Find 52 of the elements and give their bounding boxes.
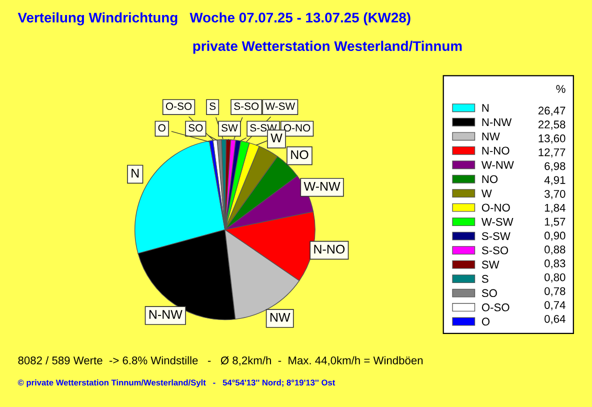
slice-label: O <box>158 124 166 132</box>
slice-label: SW <box>222 124 238 132</box>
legend-title: % <box>556 85 566 93</box>
legend-label: N <box>482 104 489 112</box>
slice-label: N-NO <box>314 244 345 254</box>
legend-label: W-SW <box>481 218 514 226</box>
legend-label: N-NW <box>482 118 512 126</box>
slice-label: N-NW <box>149 310 182 319</box>
data-label: 26,47 <box>538 106 566 116</box>
legend-label: W-NW <box>481 161 514 169</box>
data-label: 0,74 <box>544 301 566 310</box>
text: 8082 / 589 Werte -> 6.8% Windstille - Ø 8,2km/h - Max. 44,0km/h = Windböen <box>18 356 423 366</box>
legend-label: O-SO <box>482 303 510 312</box>
legend-label: W <box>481 190 492 198</box>
slice-label: S-SO <box>234 102 259 110</box>
text: © private Wetterstation Tinnum/Westerland/Sylt - 54°54'13'' Nord; 8°19'13'' Ost <box>18 379 336 388</box>
legend-label: SO <box>482 289 497 298</box>
data-label: 0,78 <box>544 287 566 296</box>
legend-label: S-SO <box>482 246 508 254</box>
data-label: 0,64 <box>544 314 566 324</box>
legend-label: NW <box>482 132 500 140</box>
slice-label: S <box>210 102 216 110</box>
data-label: 1,57 <box>544 218 566 227</box>
slice-label: NW <box>270 313 290 322</box>
legend-label: S-SW <box>482 232 510 240</box>
slice-label: NO <box>291 150 308 160</box>
slice-label: O-NO <box>284 124 310 132</box>
data-label: 0,90 <box>544 232 566 241</box>
category-label: SO <box>188 124 203 132</box>
slice-label: W <box>270 134 282 142</box>
slice-label: N <box>132 168 139 178</box>
legend-label: O-NO <box>482 204 510 212</box>
data-label: 3,70 <box>544 190 566 200</box>
slice-label: W-NW <box>304 182 340 191</box>
slice-label: O-SO <box>166 102 192 110</box>
legend-label: S <box>482 274 488 283</box>
legend-label: SW <box>482 260 500 269</box>
data-label: 12,77 <box>538 148 566 158</box>
data-label: 13,60 <box>538 134 566 144</box>
chart-title: Verteilung Windrichtung Woche 07.07.25 - 13.07.25 (KW28) <box>18 12 410 26</box>
data-label: 6,98 <box>544 162 566 172</box>
data-label: 0,83 <box>544 259 566 269</box>
data-label: 4,91 <box>544 176 566 186</box>
chart-subtitle: private Wetterstation Westerland/Tinnum <box>193 40 462 54</box>
legend-label: N-NO <box>482 146 510 155</box>
legend-label: NO <box>482 175 498 184</box>
data-label: 22,58 <box>538 120 566 130</box>
data-label: 0,80 <box>544 273 566 283</box>
slice-label: W-SW <box>265 102 296 110</box>
data-label: 1,84 <box>544 204 566 214</box>
legend-label: O <box>482 318 490 326</box>
data-label: 0,88 <box>544 246 566 255</box>
